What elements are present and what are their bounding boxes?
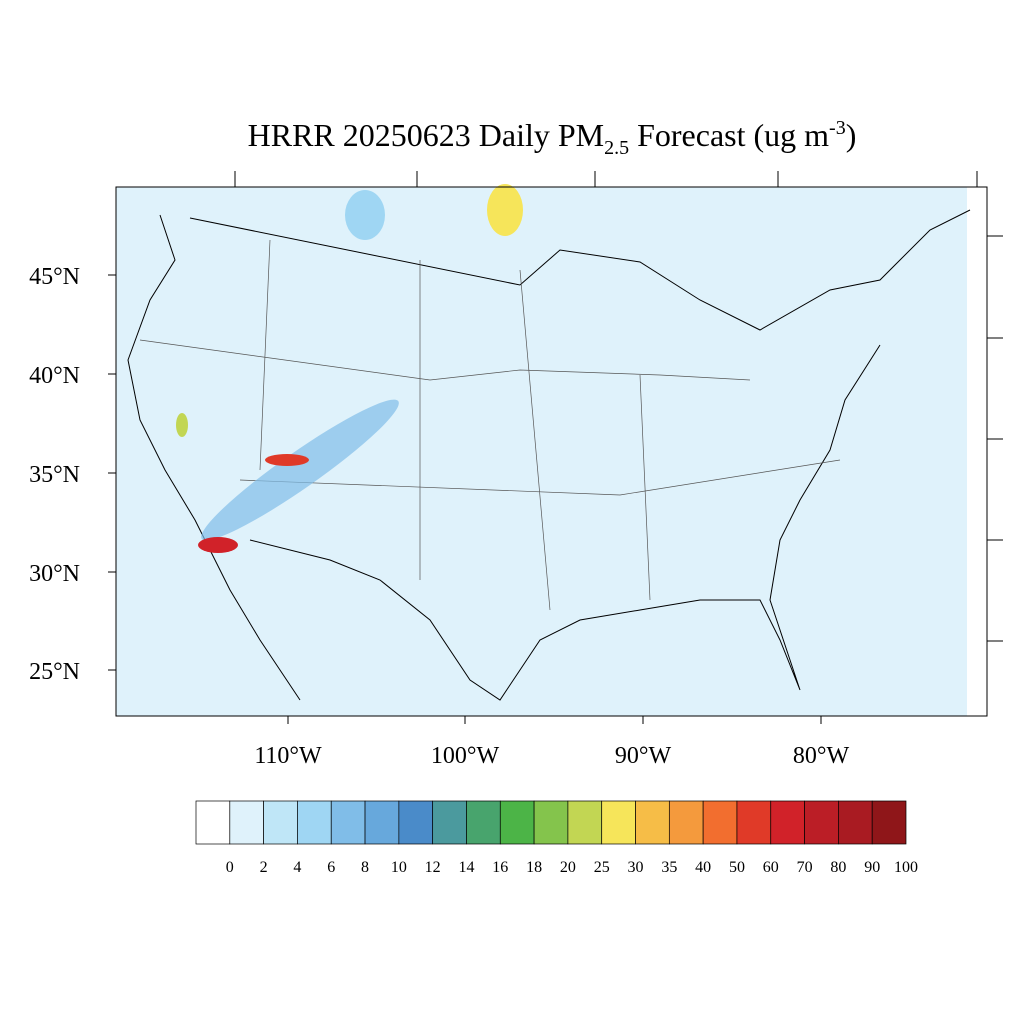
colorbar-label: 4	[293, 859, 301, 876]
map-frame	[115, 186, 988, 717]
colorbar: 0 2 4 6 8 10 12 14 16 18 20 25 30 35 40 50 60 70 80 90 100	[195, 800, 918, 876]
color-box	[364, 800, 400, 845]
colorbar-label: 25	[594, 859, 610, 876]
color-box	[770, 800, 805, 845]
lon-label: 100°W	[431, 743, 500, 769]
colorbar-label: 8	[361, 859, 369, 876]
colorbar-label: 35	[661, 859, 677, 876]
borders	[139, 239, 841, 611]
colorbar-label: 20	[560, 859, 576, 876]
title-sub: 2.5	[604, 137, 629, 159]
colorbar-label: 6	[327, 859, 335, 876]
color-box	[533, 800, 569, 845]
color-box	[702, 800, 738, 845]
color-box	[263, 800, 298, 845]
color-box	[297, 800, 332, 845]
title-end: )	[846, 117, 857, 153]
color-box	[466, 800, 501, 845]
color-box	[635, 800, 670, 845]
color-box	[838, 800, 873, 845]
lon-label: 110°W	[254, 743, 322, 769]
color-box	[432, 800, 467, 845]
colorbar-label: 12	[425, 859, 441, 876]
color-box	[195, 800, 231, 845]
plume	[176, 413, 188, 437]
lon-label: 80°W	[793, 743, 850, 769]
plume	[201, 399, 399, 541]
color-box	[229, 800, 264, 845]
colorbar-label: 40	[695, 859, 711, 876]
state-lines	[139, 239, 841, 611]
color-box	[601, 800, 636, 845]
plume	[198, 537, 238, 553]
color-box	[330, 800, 366, 845]
colorbar-label: 60	[763, 859, 779, 876]
plume	[265, 454, 309, 466]
title-main: HRRR 20250623 Daily PM	[248, 117, 604, 153]
lat-label: 35°N	[29, 462, 80, 488]
color-box	[499, 800, 535, 845]
colorbar-label: 16	[492, 859, 508, 876]
title-sup: -3	[829, 117, 846, 139]
map-edge	[967, 187, 987, 716]
colorbar-label: 30	[628, 859, 644, 876]
color-box	[668, 800, 704, 845]
north-border	[189, 209, 971, 331]
color-box	[871, 800, 907, 845]
lon-label: 90°W	[615, 743, 672, 769]
plume	[487, 184, 523, 236]
colorbar-label: 10	[391, 859, 407, 876]
map-area	[116, 187, 987, 716]
color-box	[567, 800, 603, 845]
color-box	[736, 800, 772, 845]
colorbar-label: 0	[226, 859, 234, 876]
colorbar-label: 18	[526, 859, 542, 876]
colorbar-label: 14	[458, 859, 474, 876]
colorbar-label: 2	[260, 859, 268, 876]
east-gulf-coast	[249, 344, 881, 701]
colorbar-label: 70	[797, 859, 813, 876]
colorbar-label: 50	[729, 859, 745, 876]
title-rest: Forecast (ug m	[629, 117, 829, 153]
plume	[345, 190, 385, 240]
title: HRRR 20250623 Daily PM2.5 Forecast (ug m…	[248, 117, 857, 159]
lat-label: 45°N	[29, 264, 80, 290]
ticks	[108, 171, 1003, 724]
colorbar-label: 80	[830, 859, 846, 876]
coastlines	[127, 209, 971, 701]
colorbar-label: 100	[894, 859, 918, 876]
tick-marks	[108, 171, 1003, 724]
lat-label: 25°N	[29, 659, 80, 685]
axis-labels: 45°N 40°N 35°N 30°N 25°N 110°W 100°W 90°W 80°W	[29, 264, 849, 769]
colorbar-label: 90	[864, 859, 880, 876]
west-coast	[127, 214, 301, 701]
lat-label: 30°N	[29, 561, 80, 587]
color-box	[398, 800, 434, 845]
color-box	[804, 800, 839, 845]
smoke-plumes	[176, 184, 523, 553]
lat-label: 40°N	[29, 363, 80, 389]
